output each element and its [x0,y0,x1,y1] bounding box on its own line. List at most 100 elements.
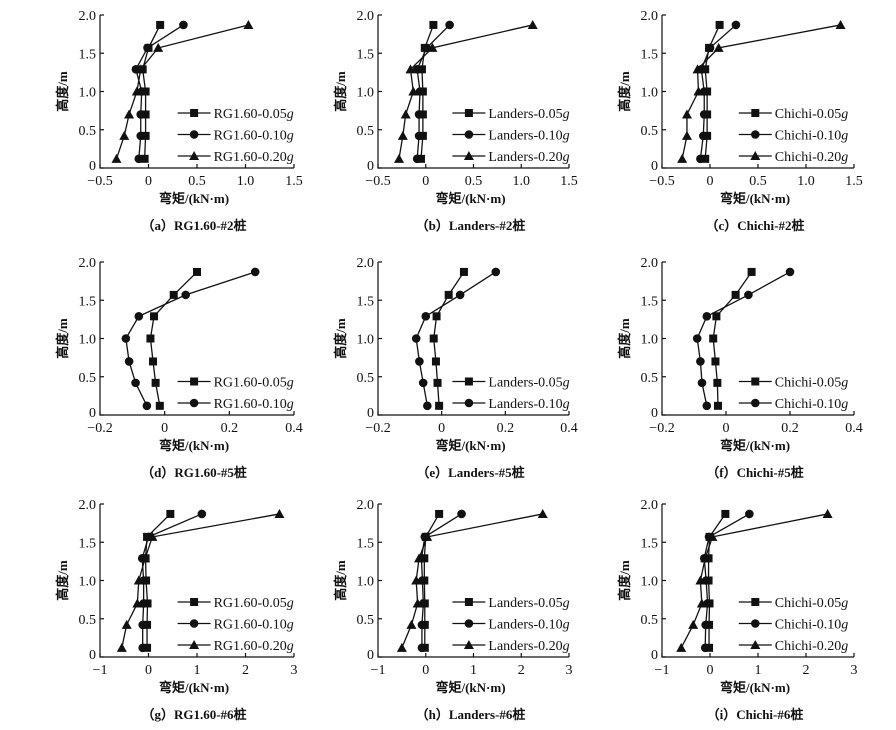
data-point-triangle [835,19,846,29]
x-tick-label: 0 [422,174,429,189]
x-axis-title: 弯矩/(kN·m) [159,438,229,453]
data-point-triangle [695,575,706,585]
data-point-triangle [396,642,407,652]
y-tick-label: 0.5 [641,371,659,386]
legend-entry: Chichi-0.10g [738,397,848,412]
data-point-triangle [400,109,411,119]
data-point-triangle [153,42,164,52]
data-point-circle [417,643,427,653]
data-point-circle [411,334,421,343]
data-point-square [721,509,730,518]
data-point-square [146,334,155,343]
legend-square-icon [751,598,760,606]
data-point-square [433,378,442,387]
y-tick-label: 0.5 [357,613,375,628]
data-point-circle [179,20,188,30]
x-tick-label: 1.5 [285,174,303,189]
data-point-circle [457,509,466,519]
data-point-square [431,357,440,366]
panel-caption: （a）RG1.60-#2桩 [141,218,246,233]
legend-label: Chichi-0.10g [775,129,849,144]
legend-entry: Landers-0.05g [452,376,570,391]
legend-circle-icon [751,619,760,628]
y-tick-label: 0.5 [79,371,97,386]
legend-circle-icon [751,398,760,408]
legend-entry: RG1.60-0.05g [177,107,294,122]
y-tick-label: 0 [89,406,96,421]
x-tick-label: −0.2 [649,421,674,436]
legend-label: RG1.60-0.20g [214,639,294,654]
data-point-triangle [406,619,417,629]
data-point-circle [698,131,708,141]
data-point-circle [699,110,709,119]
data-point-square [747,267,756,276]
data-point-circle [445,20,454,30]
chart-panel-i: −1 0 1 2 300.51.01.52.0高度/m弯矩/(kN·m)（i）Chich… [617,498,858,722]
y-tick-label: 2.0 [79,498,97,513]
data-point-triangle [397,130,408,140]
data-point-square [704,554,713,563]
legend-triangle-icon [189,640,200,649]
y-tick-label: 2.0 [357,9,375,24]
y-tick-label: 0.5 [357,371,375,386]
data-point-triangle [111,153,122,163]
data-point-circle [142,401,152,411]
y-tick-label: 1.0 [357,86,375,101]
data-point-circle [744,290,753,300]
data-point-circle [121,334,131,343]
data-point-circle [700,643,710,653]
legend-triangle-icon [463,640,474,649]
x-tick-label: 1 [194,663,201,678]
legend: Landers-0.05g Landers-0.10g Landers-0.20g [452,107,570,165]
y-tick-label: 1.5 [357,536,375,551]
legend-entry: Landers-0.10g [452,129,570,144]
y-tick-label: 0.5 [641,613,659,628]
x-tick-label: 1.0 [797,174,815,189]
series-triangle [394,19,538,163]
legend-label: RG1.60-0.05g [214,376,294,391]
y-axis-title: 高度/m [55,71,70,112]
x-tick-label: −0.5 [649,174,674,189]
series-triangle [116,508,285,652]
x-tick-label: 2 [242,663,249,678]
y-tick-label: 2.0 [357,256,375,271]
data-point-circle [415,87,425,96]
panel-caption: （d）RG1.60-#5桩 [141,465,247,480]
legend-entry: Landers-0.10g [452,618,570,633]
series-circle [121,267,260,411]
data-point-triangle [713,42,724,52]
data-point-circle [702,401,712,411]
data-point-triangle [696,598,707,608]
y-tick-label: 0.5 [79,613,97,628]
data-point-circle [731,20,741,30]
y-tick-label: 1.0 [641,575,659,590]
data-point-square [712,312,721,321]
x-tick-label: −1 [93,663,108,678]
data-point-circle [181,290,190,300]
x-tick-label: 2 [518,663,525,678]
data-point-circle [696,154,705,164]
y-tick-label: 1.5 [79,536,97,551]
data-point-triangle [411,575,422,585]
x-tick-label: −0.5 [365,174,390,189]
y-tick-label: 2.0 [79,256,97,271]
legend-label: Landers-0.10g [488,397,569,412]
legend-label: Landers-0.20g [488,150,569,165]
x-tick-label: −1 [371,663,386,678]
data-point-triangle [131,86,142,96]
data-point-circle [423,401,432,411]
data-point-circle [131,378,140,388]
data-point-square [140,154,149,163]
x-tick-label: 0.2 [781,421,799,436]
x-tick-label: 0.5 [465,174,483,189]
x-tick-label: −0.5 [87,174,112,189]
legend-entry: Chichi-0.10g [738,618,848,633]
data-point-circle [455,290,465,300]
y-tick-label: 2.0 [357,498,375,513]
y-tick-label: 0.5 [357,124,375,139]
data-point-circle [412,154,422,164]
legend-square-icon [751,109,760,117]
data-point-square [143,620,152,629]
y-tick-label: 2.0 [79,9,97,24]
y-tick-label: 1.5 [357,47,375,62]
